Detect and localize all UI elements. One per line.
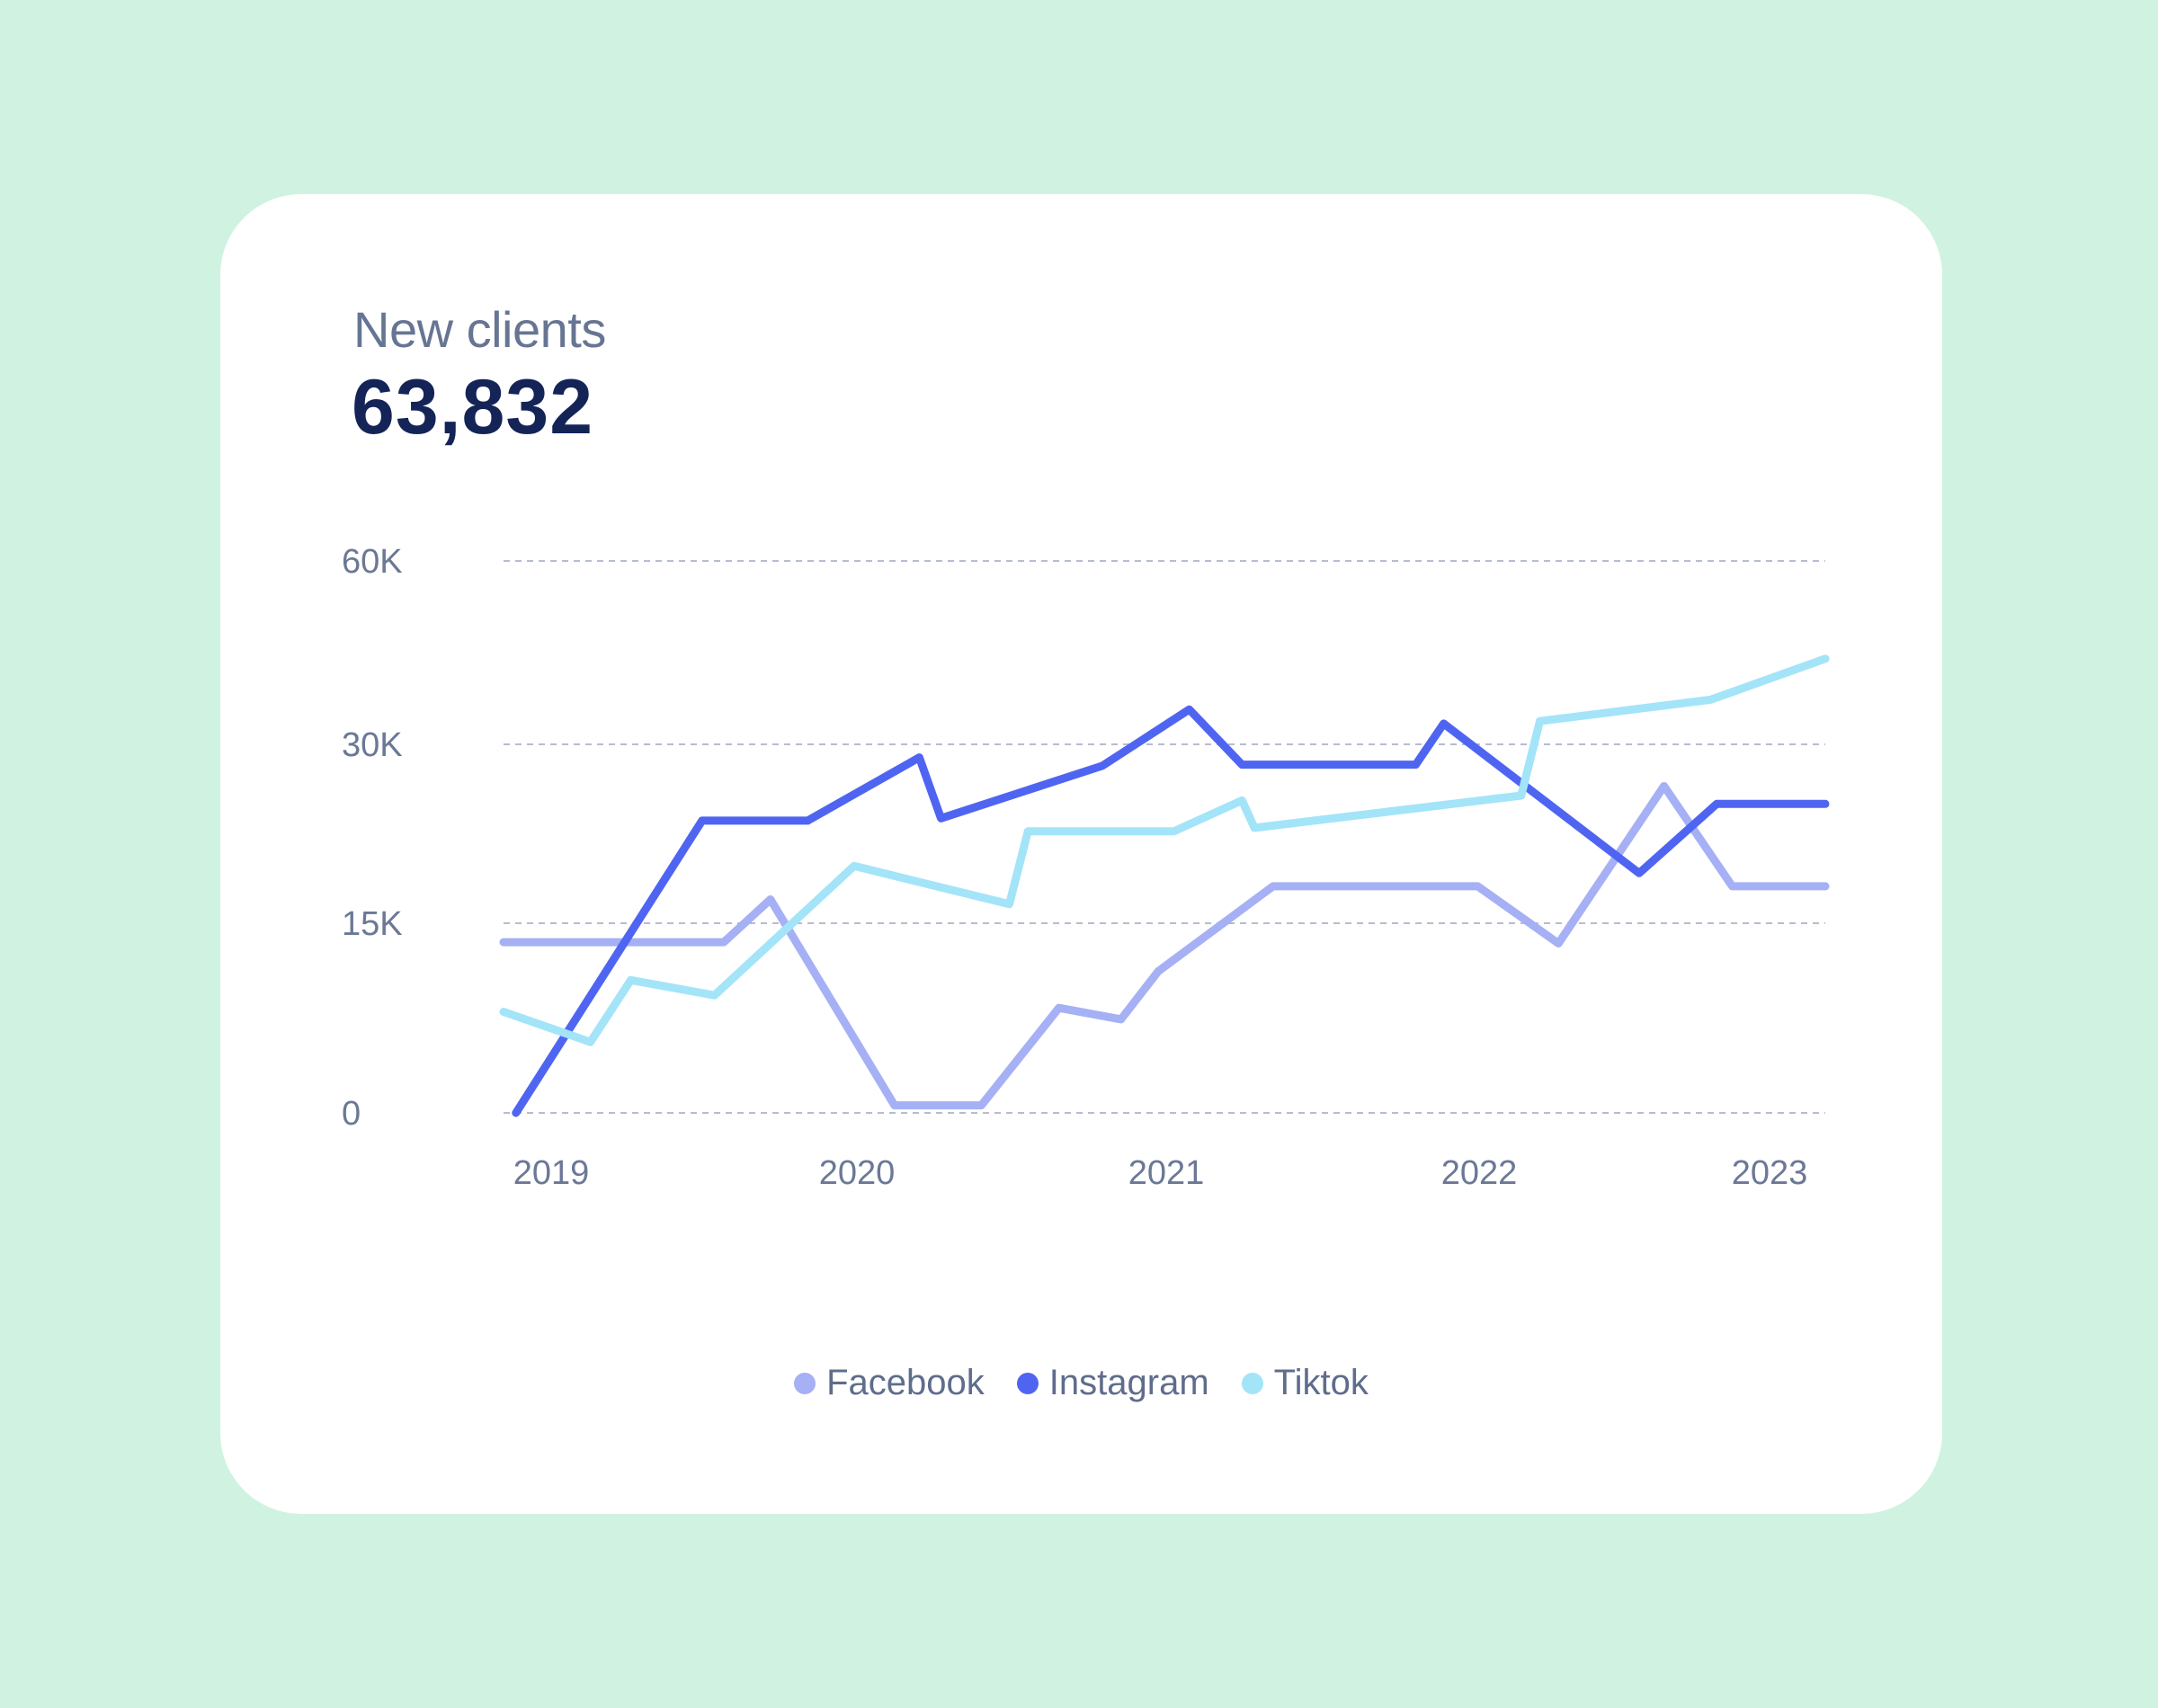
legend-dot-icon [1016,1372,1039,1394]
legend-label: Tiktok [1273,1363,1369,1402]
series-line-instagram [512,705,1830,1117]
x-tick-label: 2023 [1732,1154,1808,1192]
legend-label: Instagram [1048,1363,1209,1402]
chart-card: New clients 63,832 0 15K 30K 60K 2019 2020 20… [220,194,1942,1514]
series-line-tiktok [499,654,1830,1046]
legend-item-facebook: Facebook [794,1363,985,1403]
legend-dot-icon [794,1372,816,1394]
chart-legend: Facebook Instagram Tiktok [220,1363,1942,1403]
metric-label: New clients [353,301,606,358]
y-tick-label: 15K [342,905,403,943]
series-lines [499,654,1830,1117]
x-tick-label: 2019 [513,1154,590,1192]
line-chart: 0 15K 30K 60K 2019 2020 2021 2022 2023 [342,543,1830,1192]
metric-value: 63,832 [352,364,594,450]
series-line-facebook [499,781,1830,1110]
y-tick-label: 30K [342,726,403,764]
y-axis-ticks: 0 15K 30K 60K [342,543,403,1133]
legend-item-instagram: Instagram [1016,1363,1209,1403]
y-tick-label: 0 [342,1095,361,1133]
x-tick-label: 2022 [1441,1154,1518,1192]
legend-dot-icon [1241,1372,1263,1394]
y-tick-label: 60K [342,543,403,581]
legend-item-tiktok: Tiktok [1241,1363,1369,1403]
legend-label: Facebook [826,1363,985,1402]
x-tick-label: 2020 [819,1154,896,1192]
grid-lines [504,560,1825,1114]
x-tick-label: 2021 [1128,1154,1205,1192]
x-axis-ticks: 2019 2020 2021 2022 2023 [513,1154,1808,1192]
